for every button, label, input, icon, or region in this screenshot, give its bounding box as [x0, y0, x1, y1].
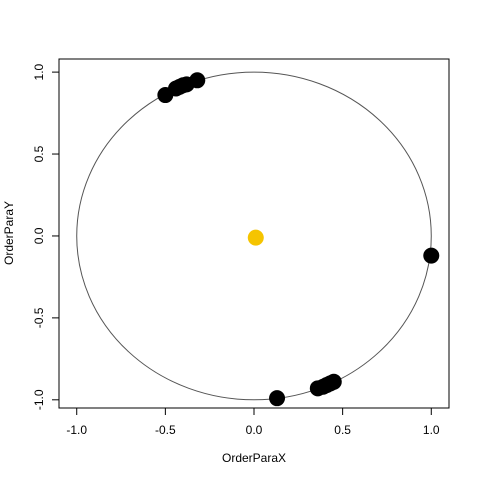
- y-tick-label: -0.5: [32, 307, 46, 328]
- x-tick-label: 0.5: [334, 423, 351, 437]
- unit-circle: [76, 71, 432, 401]
- y-tick-label: 1.0: [32, 63, 46, 80]
- x-axis-label: OrderParaX: [222, 451, 286, 465]
- y-axis-label: OrderParaY: [2, 201, 16, 265]
- highlight-point: [247, 229, 264, 246]
- y-tick-label: 0.5: [32, 145, 46, 162]
- x-tick-label: -1.0: [66, 423, 87, 437]
- y-tick-label: 0.0: [32, 227, 46, 244]
- data-point: [269, 390, 286, 407]
- y-tick-label: -1.0: [32, 389, 46, 410]
- data-point: [423, 247, 440, 264]
- x-tick-label: 0.0: [246, 423, 263, 437]
- data-point: [189, 72, 206, 89]
- x-tick-label: 1.0: [423, 423, 440, 437]
- data-point: [325, 373, 342, 390]
- x-tick-label: -0.5: [155, 423, 176, 437]
